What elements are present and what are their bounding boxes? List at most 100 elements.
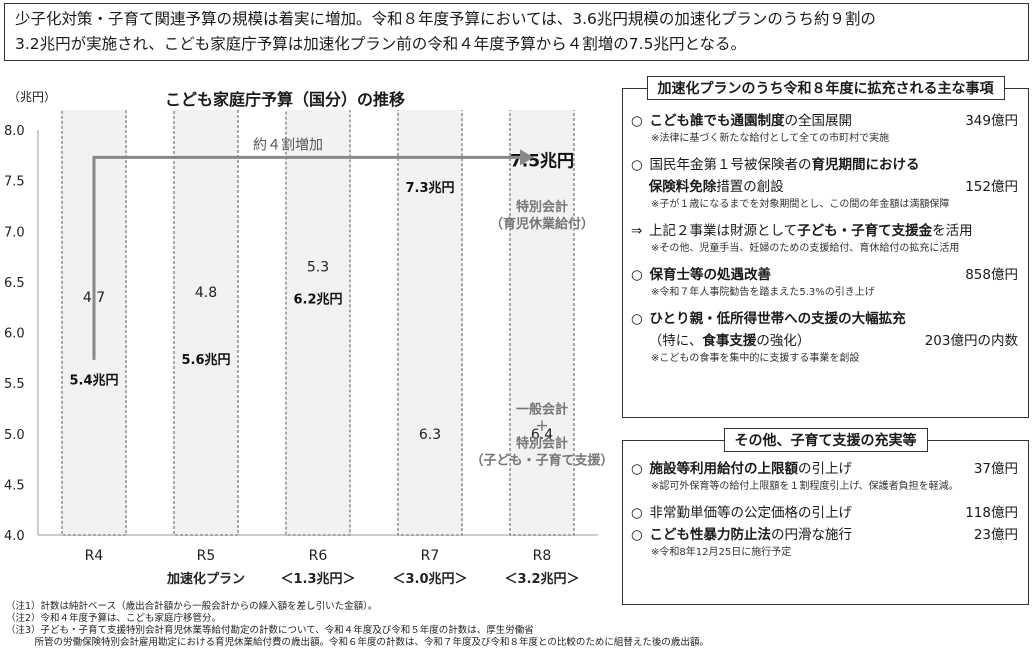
item-bold-text: 子ども・子育て支援金 [797, 223, 933, 239]
footnote-2: （注2）令和４年度予算は、こども家庭庁移管分。 [6, 613, 222, 624]
bar-segment [285, 110, 351, 536]
panel-item: ○ 国民年金第１号被保険者の育児期間における [631, 155, 1018, 175]
segment-label-lower: ＋ [535, 420, 548, 435]
increase-arrow [92, 155, 520, 360]
item-line: ○ ひとり親・低所得世帯への支援の大幅拡充 [631, 309, 1018, 329]
item-note: ※子が１歳になるまでを対象期間とし、この間の年金額は満額保障 [651, 199, 950, 210]
item-bullet-text: ○ [631, 267, 650, 283]
item-text: ○ 施設等利用給付の上限額の引上げ [631, 459, 852, 479]
item-bullet-text: ○ [631, 113, 650, 129]
y-tick-label: 5.5 [4, 377, 25, 392]
segment-label-lower: 特別会計 [516, 436, 568, 452]
bar-total-label: 6.2兆円 [293, 291, 342, 307]
bar-segment [509, 110, 575, 536]
item-post-text: 措置の創設 [716, 179, 784, 195]
x-sublabel: 加速化プラン [166, 571, 245, 587]
y-tick-label: 8.0 [4, 124, 25, 139]
item-note: ※こどもの食事を集中的に支援する事業を創設 [651, 353, 860, 364]
y-tick-label: 4.5 [4, 478, 25, 493]
item-bullet-text: ○ 国民年金第１号被保険者の [631, 157, 812, 173]
y-tick-label: 7.5 [4, 175, 25, 190]
other-support-panel: その他、子育て支援の充実等 ○ 施設等利用給付の上限額の引上げ 37億円 ※認可外保… [622, 428, 1029, 605]
x-sublabel: ＜1.3兆円＞ [280, 571, 355, 587]
item-line: 保険料免除措置の創設 152億円 [631, 177, 1018, 197]
footnote-3: （注3）子ども・子育て支援特別会計育児休業等給付勘定の計数について、令和４年度及… [6, 625, 534, 636]
item-text: ○ 非常勤単価等の公定価格の引上げ [631, 503, 852, 523]
panel-item: ○ こども誰でも通園制度の全国展開 349億円 ※法律に基づく新たな給付として全ての… [631, 111, 1018, 147]
chart-title: こども家庭庁予算（国分）の推移 [165, 90, 406, 109]
other-panel-title: その他、子育て支援の充実等 [723, 428, 928, 452]
item-post-text: の円滑な施行 [771, 527, 853, 543]
item-bullet-text: ○ [631, 527, 650, 543]
panel-item: ○ ひとり親・低所得世帯への支援の大幅拡充 [631, 309, 1018, 329]
footnote-1: （注1）計数は純計ベース（歳出合計額から一般会計からの繰入額を差し引いた金額）。 [6, 601, 378, 612]
item-amount: 118億円 [965, 505, 1018, 521]
item-amount: 23億円 [973, 527, 1018, 543]
item-bullet-text: ⇒ 上記２事業は財源として [631, 223, 798, 239]
item-text: ○ 保育士等の処遇改善 [631, 265, 771, 285]
item-bullet-text: ○ [631, 311, 650, 327]
item-text: 保険料免除措置の創設 [631, 177, 784, 197]
bar-segment [397, 110, 463, 536]
item-text: ○ こども性暴力防止法の円滑な施行 [631, 525, 852, 545]
x-tick-label: R7 [421, 548, 440, 564]
item-bullet-text: ○ 非常勤単価等の公定価格の引上げ [631, 505, 853, 521]
item-note: ※令和７年人事院勧告を踏まえた5.3%の引き上げ [651, 287, 875, 298]
y-tick-label: 4.0 [4, 529, 25, 544]
item-line: ○ 施設等利用給付の上限額の引上げ 37億円 [631, 459, 1018, 479]
bar-value-label: 6.4 [531, 427, 553, 443]
increase-annotation: 約４割増加 [253, 136, 323, 153]
panel-item: ⇒ 上記２事業は財源として子ども・子育て支援金を活用 ※その他、児童手当、妊婦のた… [631, 221, 1018, 257]
item-bold-text: 育児期間における [811, 157, 920, 173]
item-post-text: の強化） [756, 333, 811, 349]
item-line: ○ 非常勤単価等の公定価格の引上げ 118億円 [631, 503, 1018, 523]
increase-arrow-head [520, 149, 534, 166]
item-amount: 37億円 [973, 461, 1018, 477]
footnotes: （注1）計数は純計ベース（歳出合計額から一般会計からの繰入額を差し引いた金額）。… [6, 601, 709, 649]
summary-line-2: 3.2兆円が実施され、こども家庭庁予算は加速化プラン前の令和４年度予算から４割増… [15, 35, 746, 53]
expansion-items-panel: 加速化プランのうち令和８年度に拡充される主な事項 ○ こども誰でも通園制度の全国… [622, 76, 1029, 418]
item-bold-text: こども誰でも通園制度 [649, 113, 785, 129]
item-amount: 349億円 [965, 113, 1018, 129]
y-tick-label: 7.0 [4, 225, 25, 240]
item-note: ※令和8年12月25日に施行予定 [651, 547, 792, 558]
item-text: （特に、食事支援の強化） [631, 331, 811, 351]
bar-total-label: 5.4兆円 [69, 372, 118, 388]
y-tick-label: 5.0 [4, 428, 25, 443]
expansion-panel-title: 加速化プランのうち令和８年度に拡充される主な事項 [646, 76, 1005, 100]
x-sublabel: ＜3.0兆円＞ [392, 571, 467, 587]
item-line: ○ 保育士等の処遇改善 858億円 [631, 265, 1018, 285]
panel-item: ○ 保育士等の処遇改善 858億円 ※令和７年人事院勧告を踏まえた5.3%の引き上げ [631, 265, 1018, 301]
item-post-text: の全国展開 [784, 113, 853, 129]
item-amount: 203億円の内数 [924, 333, 1018, 349]
item-bullet-text [631, 179, 649, 195]
item-bold-text: 保育士等の処遇改善 [649, 267, 772, 283]
panel-item: （特に、食事支援の強化） 203億円の内数 ※こどもの食事を集中的に支援する事業を創… [631, 331, 1018, 367]
item-bold-text: 施設等利用給付の上限額 [649, 461, 799, 477]
y-tick-label: 6.0 [4, 327, 25, 342]
panel-item: ○ 非常勤単価等の公定価格の引上げ 118億円 [631, 503, 1018, 523]
budget-bar-chart: 4.04.55.05.56.06.57.07.58.04.70.75.4兆円R4… [4, 110, 614, 587]
item-post-text: を活用 [932, 223, 973, 239]
item-note: ※その他、児童手当、妊婦のための支援給付、育休給付の拡充に活用 [651, 243, 960, 254]
item-amount: 152億円 [965, 179, 1018, 195]
item-line: （特に、食事支援の強化） 203億円の内数 [631, 331, 1018, 351]
item-line: ⇒ 上記２事業は財源として子ども・子育て支援金を活用 [631, 221, 1018, 241]
item-text: ○ ひとり親・低所得世帯への支援の大幅拡充 [631, 309, 906, 329]
bar-total-label: 7.5兆円 [510, 152, 574, 172]
item-text: ⇒ 上記２事業は財源として子ども・子育て支援金を活用 [631, 221, 973, 241]
panel-item: 保険料免除措置の創設 152億円 ※子が１歳になるまでを対象期間とし、この間の年金額… [631, 177, 1018, 213]
segment-label-upper: 特別会計 [516, 199, 568, 215]
x-tick-label: R6 [309, 548, 328, 564]
item-text: ○ こども誰でも通園制度の全国展開 [631, 111, 852, 131]
item-bold-text: 保険料免除 [648, 179, 717, 195]
item-text: ○ 国民年金第１号被保険者の育児期間における [631, 155, 920, 175]
item-bold-text: 食事支援 [702, 333, 757, 349]
item-line: ○ こども誰でも通園制度の全国展開 349億円 [631, 111, 1018, 131]
item-note: ※認可外保育等の給付上限額を１割程度引上げ、保護者負担を軽減。 [651, 481, 959, 492]
segment-label-lower: 一般会計 [516, 402, 568, 418]
segment-label-lower: （子ども・子育て支援） [470, 453, 613, 469]
summary-box: 少子化対策・子育て関連予算の規模は着実に増加。令和８年度予算においては、3.6兆… [4, 3, 1029, 61]
x-tick-label: R5 [197, 548, 216, 564]
item-note: ※法律に基づく新たな給付として全ての市町村で実施 [651, 133, 890, 144]
